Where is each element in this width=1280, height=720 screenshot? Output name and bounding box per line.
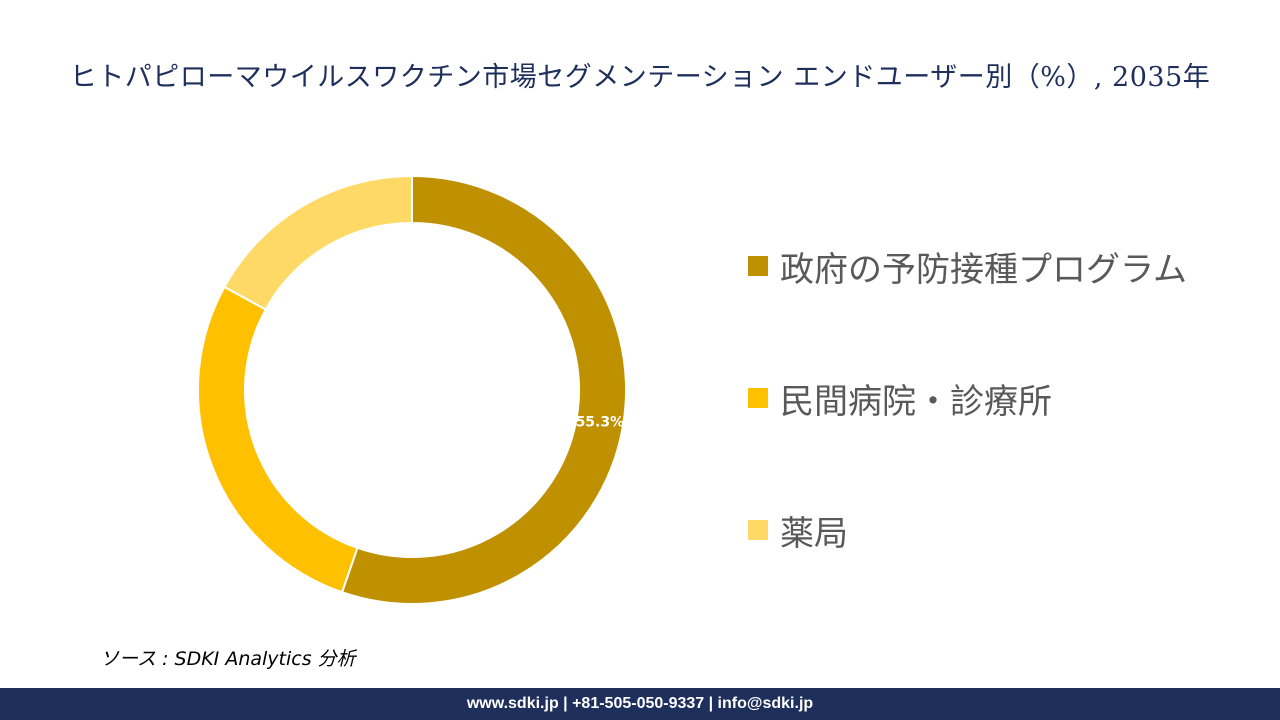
- donut-slice-private-hospitals: [197, 285, 359, 594]
- legend-item-private-hospitals: 民間病院・診療所: [748, 370, 1187, 426]
- donut-slice-government-programs: [340, 174, 627, 605]
- chart-legend: 政府の予防接種プログラム 民間病院・診療所 薬局: [748, 238, 1187, 634]
- legend-swatch-private-hospitals: [748, 388, 768, 408]
- legend-label-private-hospitals: 民間病院・診療所: [780, 381, 1052, 422]
- legend-swatch-pharmacies: [748, 520, 768, 540]
- data-label-government-programs: 55.3%: [576, 415, 625, 431]
- legend-label-pharmacies: 薬局: [780, 513, 848, 554]
- legend-item-government-programs: 政府の予防接種プログラム: [748, 238, 1187, 294]
- source-note: ソース : SDKI Analytics 分析: [100, 648, 356, 670]
- chart-title: ヒトパピローマウイルスワクチン市場セグメンテーション エンドユーザー別（%）, …: [69, 62, 1211, 93]
- donut-slice-pharmacies: [223, 174, 413, 311]
- legend-swatch-government-programs: [748, 256, 768, 276]
- footer-contact-bar: www.sdki.jp | +81-505-050-9337 | info@sd…: [0, 688, 1280, 720]
- legend-item-pharmacies: 薬局: [748, 502, 1187, 558]
- legend-label-government-programs: 政府の予防接種プログラム: [780, 249, 1187, 290]
